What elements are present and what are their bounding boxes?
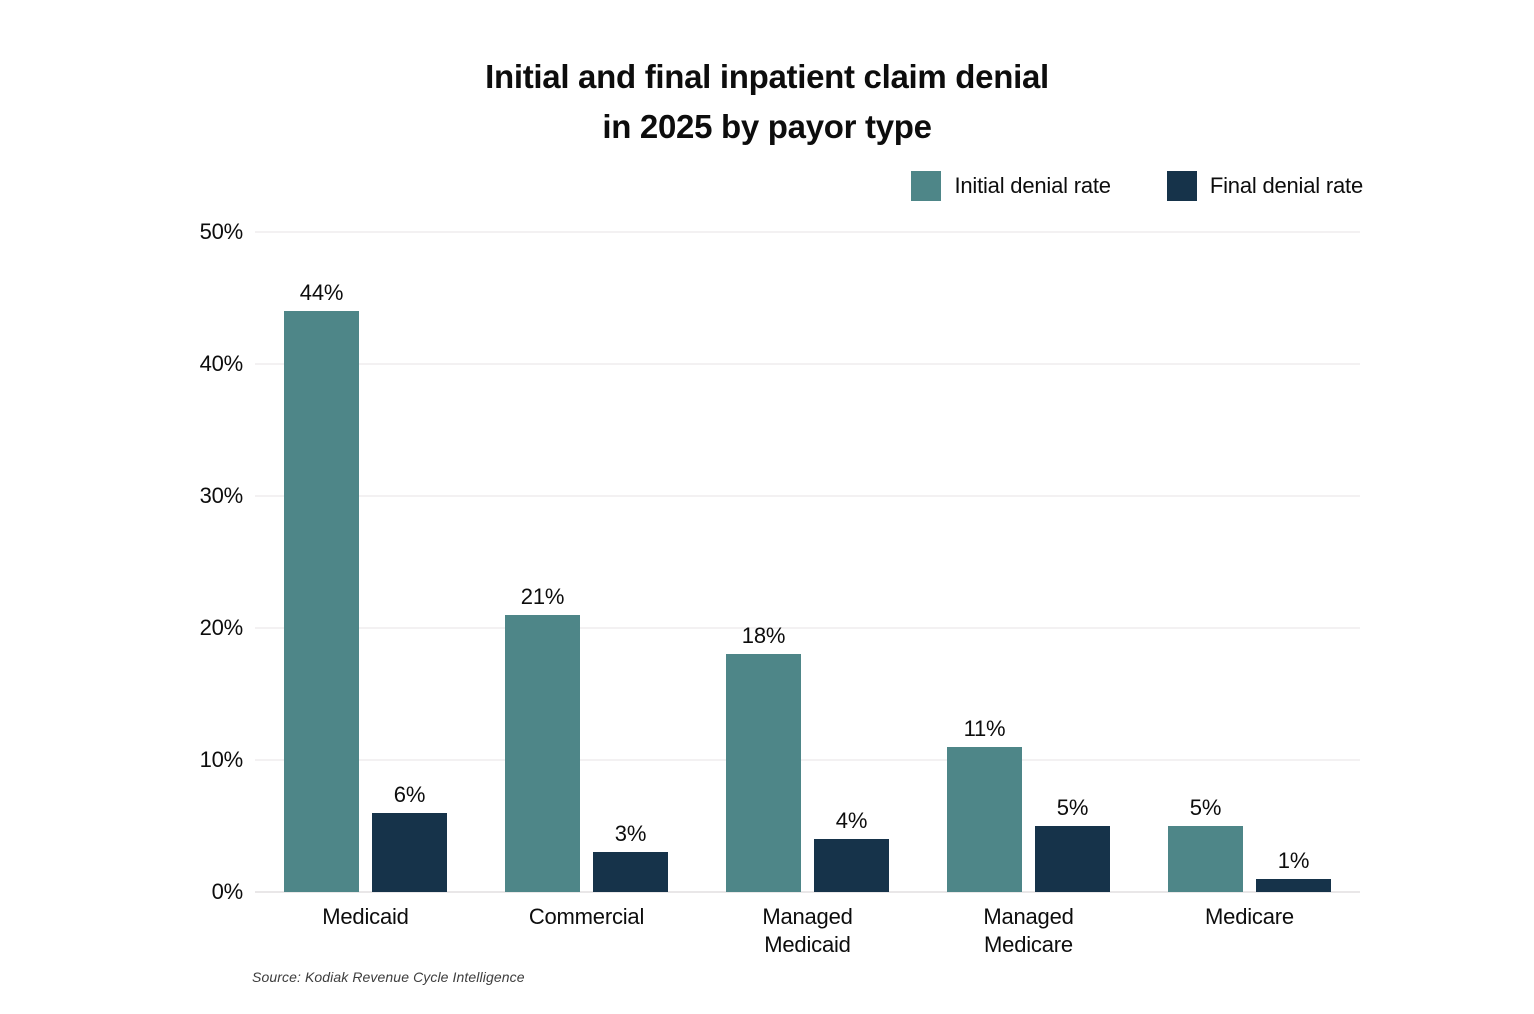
- y-axis-tick-label: 50%: [199, 219, 244, 244]
- bar-pair: 21% 3%: [505, 232, 668, 892]
- gridline: [255, 627, 1360, 629]
- category-label: Medicaid: [322, 904, 409, 929]
- bar-initial-denial: [947, 746, 1022, 892]
- gridline: [255, 759, 1360, 761]
- legend-swatch-final-icon: [1166, 171, 1197, 201]
- legend-swatch-initial-icon: [911, 171, 942, 201]
- category-label: Medicare: [1205, 904, 1294, 929]
- bar-final-denial: [372, 812, 447, 892]
- bar-pair: 11% 5%: [947, 232, 1110, 892]
- gridline: [255, 363, 1360, 365]
- bar-group: 44% 6% Medicaid: [284, 232, 447, 929]
- gridline: [255, 891, 1360, 893]
- y-axis-tick-label: 10%: [199, 747, 244, 772]
- bar-group: 18% 4% Managed Medicaid: [726, 232, 889, 957]
- bar-pair: 18% 4%: [726, 232, 889, 892]
- bar-initial-denial: [284, 311, 359, 892]
- bar-value-label: 1%: [1277, 847, 1310, 873]
- category-label: Commercial: [528, 904, 645, 929]
- chart-title: Initial and final inpatient claim denial…: [0, 52, 1534, 152]
- bar-group: 11% 5% Managed Medicare: [947, 232, 1110, 957]
- bar-column-final: 1%: [1256, 232, 1331, 892]
- bar-column-final: 4%: [814, 232, 889, 892]
- y-axis-tick-label: 20%: [199, 615, 244, 640]
- bar-initial-denial: [1168, 826, 1243, 892]
- gridline: [255, 495, 1360, 497]
- bar-value-label: 3%: [614, 821, 647, 847]
- legend-item-initial-denial-rate: Initial denial rate: [911, 171, 1111, 201]
- bar-value-label: 44%: [299, 280, 344, 306]
- bar-pair: 5% 1%: [1168, 232, 1331, 892]
- category-label: Managed Medicaid: [762, 904, 853, 957]
- bar-value-label: 6%: [393, 781, 426, 807]
- category-label: Managed Medicare: [983, 904, 1074, 957]
- source-note: Source: Kodiak Revenue Cycle Intelligenc…: [252, 969, 525, 985]
- bar-final-denial: [814, 839, 889, 892]
- bar-value-label: 5%: [1056, 795, 1089, 820]
- y-axis-tick-label: 40%: [199, 351, 244, 376]
- y-axis-tick-label: 0%: [211, 879, 244, 904]
- bar-group: 5% 1% Medicare: [1168, 232, 1331, 929]
- bar-column-final: 6%: [372, 232, 447, 892]
- chart-title-line-1: Initial and final inpatient claim denial: [485, 58, 1049, 95]
- bar-initial-denial: [505, 614, 580, 892]
- bar-pair: 44% 6%: [284, 232, 447, 892]
- bar-final-denial: [593, 852, 668, 892]
- bar-value-label: 4%: [835, 808, 868, 834]
- bar-column-initial: 5%: [1168, 232, 1243, 892]
- bar-column-final: 5%: [1035, 232, 1110, 892]
- bar-groups: 44% 6% Medicaid 21% 3% Commercial 18% 4% Managed…: [255, 232, 1360, 957]
- chart-title-line-2: in 2025 by payor type: [602, 108, 932, 145]
- bar-value-label: 18%: [741, 623, 786, 649]
- legend-item-final-denial-rate: Final denial rate: [1166, 171, 1363, 201]
- y-axis-tick-label: 30%: [199, 483, 244, 508]
- legend-label-initial: Initial denial rate: [954, 173, 1111, 198]
- bar-value-label: 21%: [520, 583, 565, 609]
- chart-legend: Initial denial rate Final denial rate: [911, 171, 1363, 201]
- bar-initial-denial: [726, 654, 801, 892]
- plot-area: 0% 10% 20% 30% 40% 50% 44% 6% Medicaid 21% 3% Comm…: [200, 219, 1360, 957]
- legend-label-final: Final denial rate: [1209, 173, 1363, 198]
- bar-group: 21% 3% Commercial: [505, 232, 668, 929]
- bar-column-initial: 11%: [947, 232, 1022, 892]
- bar-column-initial: 44%: [284, 232, 359, 892]
- gridline: [255, 231, 1360, 233]
- bar-final-denial: [1256, 878, 1331, 892]
- bar-column-final: 3%: [593, 232, 668, 892]
- bar-value-label: 5%: [1189, 795, 1222, 820]
- bar-final-denial: [1035, 826, 1110, 892]
- bar-column-initial: 18%: [726, 232, 801, 892]
- bar-value-label: 11%: [963, 715, 1006, 741]
- bar-column-initial: 21%: [505, 232, 580, 892]
